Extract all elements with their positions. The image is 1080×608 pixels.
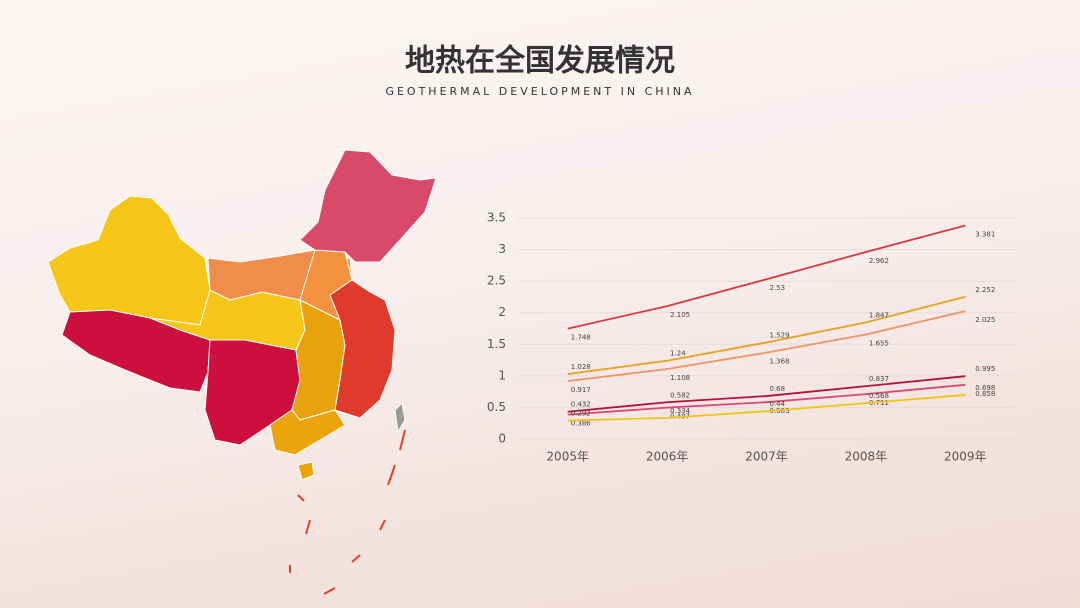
map-region	[394, 401, 406, 434]
data-label: 1.368	[770, 358, 790, 366]
series-line	[567, 295, 966, 375]
map	[47, 149, 437, 595]
subtitle: GEOTHERMAL DEVELOPMENT IN CHINA	[385, 85, 694, 98]
data-label: 3.381	[975, 231, 995, 239]
data-label: 0.334	[670, 407, 691, 415]
data-label: 0.432	[571, 401, 591, 409]
data-label: 0.44	[770, 400, 786, 408]
data-label: 0.583	[770, 407, 790, 415]
series-line	[567, 383, 966, 416]
x-tick-label: 2006年	[646, 450, 689, 464]
y-tick-label: 2.5	[487, 274, 506, 288]
map-region	[61, 309, 211, 393]
map-region	[47, 195, 211, 326]
title: 地热在全国发展情况	[405, 44, 675, 79]
data-label: 1.748	[571, 334, 591, 342]
data-label: 2.105	[670, 311, 690, 319]
data-label: 1.028	[571, 363, 591, 371]
data-label: 0.917	[571, 386, 591, 394]
data-label: 2.252	[975, 286, 995, 294]
map-region	[297, 461, 315, 481]
y-tick-label: 3	[498, 242, 506, 256]
series-line	[567, 394, 966, 422]
series-line	[567, 310, 966, 382]
y-tick-label: 1.5	[487, 337, 506, 351]
y-tick-label: 1	[498, 368, 506, 382]
data-label: 1.529	[770, 331, 790, 339]
data-label: 0.568	[869, 392, 889, 400]
data-label: 0.995	[975, 365, 995, 373]
y-tick-label: 0.5	[487, 400, 506, 414]
x-tick-label: 2007年	[745, 450, 788, 464]
map-region	[329, 279, 396, 419]
map-region	[269, 409, 346, 456]
data-label: 1.24	[670, 350, 686, 358]
data-label: 0.582	[670, 391, 690, 399]
sea-border	[289, 429, 406, 595]
data-label: 0.292	[571, 410, 591, 418]
x-tick-label: 2008年	[845, 450, 888, 464]
data-label: 0.68	[770, 385, 786, 393]
series-line	[567, 224, 966, 330]
data-label: 0.711	[869, 399, 889, 407]
data-label: 2.962	[869, 257, 889, 265]
data-label: 2.53	[770, 284, 786, 292]
x-tick-label: 2009年	[944, 450, 987, 464]
data-label: 1.108	[670, 374, 690, 382]
data-label: 0.837	[869, 375, 889, 383]
series-line	[567, 375, 966, 413]
data-label: 1.847	[869, 311, 889, 319]
data-label: 0.858	[975, 390, 995, 398]
map-region	[299, 149, 437, 263]
data-label: 1.655	[869, 339, 889, 347]
y-tick-label: 2	[498, 305, 506, 319]
y-tick-label: 3.5	[487, 211, 506, 225]
x-tick-label: 2005年	[546, 450, 589, 464]
data-label: 2.025	[975, 316, 995, 324]
data-label: 0.698	[975, 384, 995, 392]
y-tick-label: 0	[498, 432, 506, 446]
data-label: 0.386	[571, 420, 592, 428]
